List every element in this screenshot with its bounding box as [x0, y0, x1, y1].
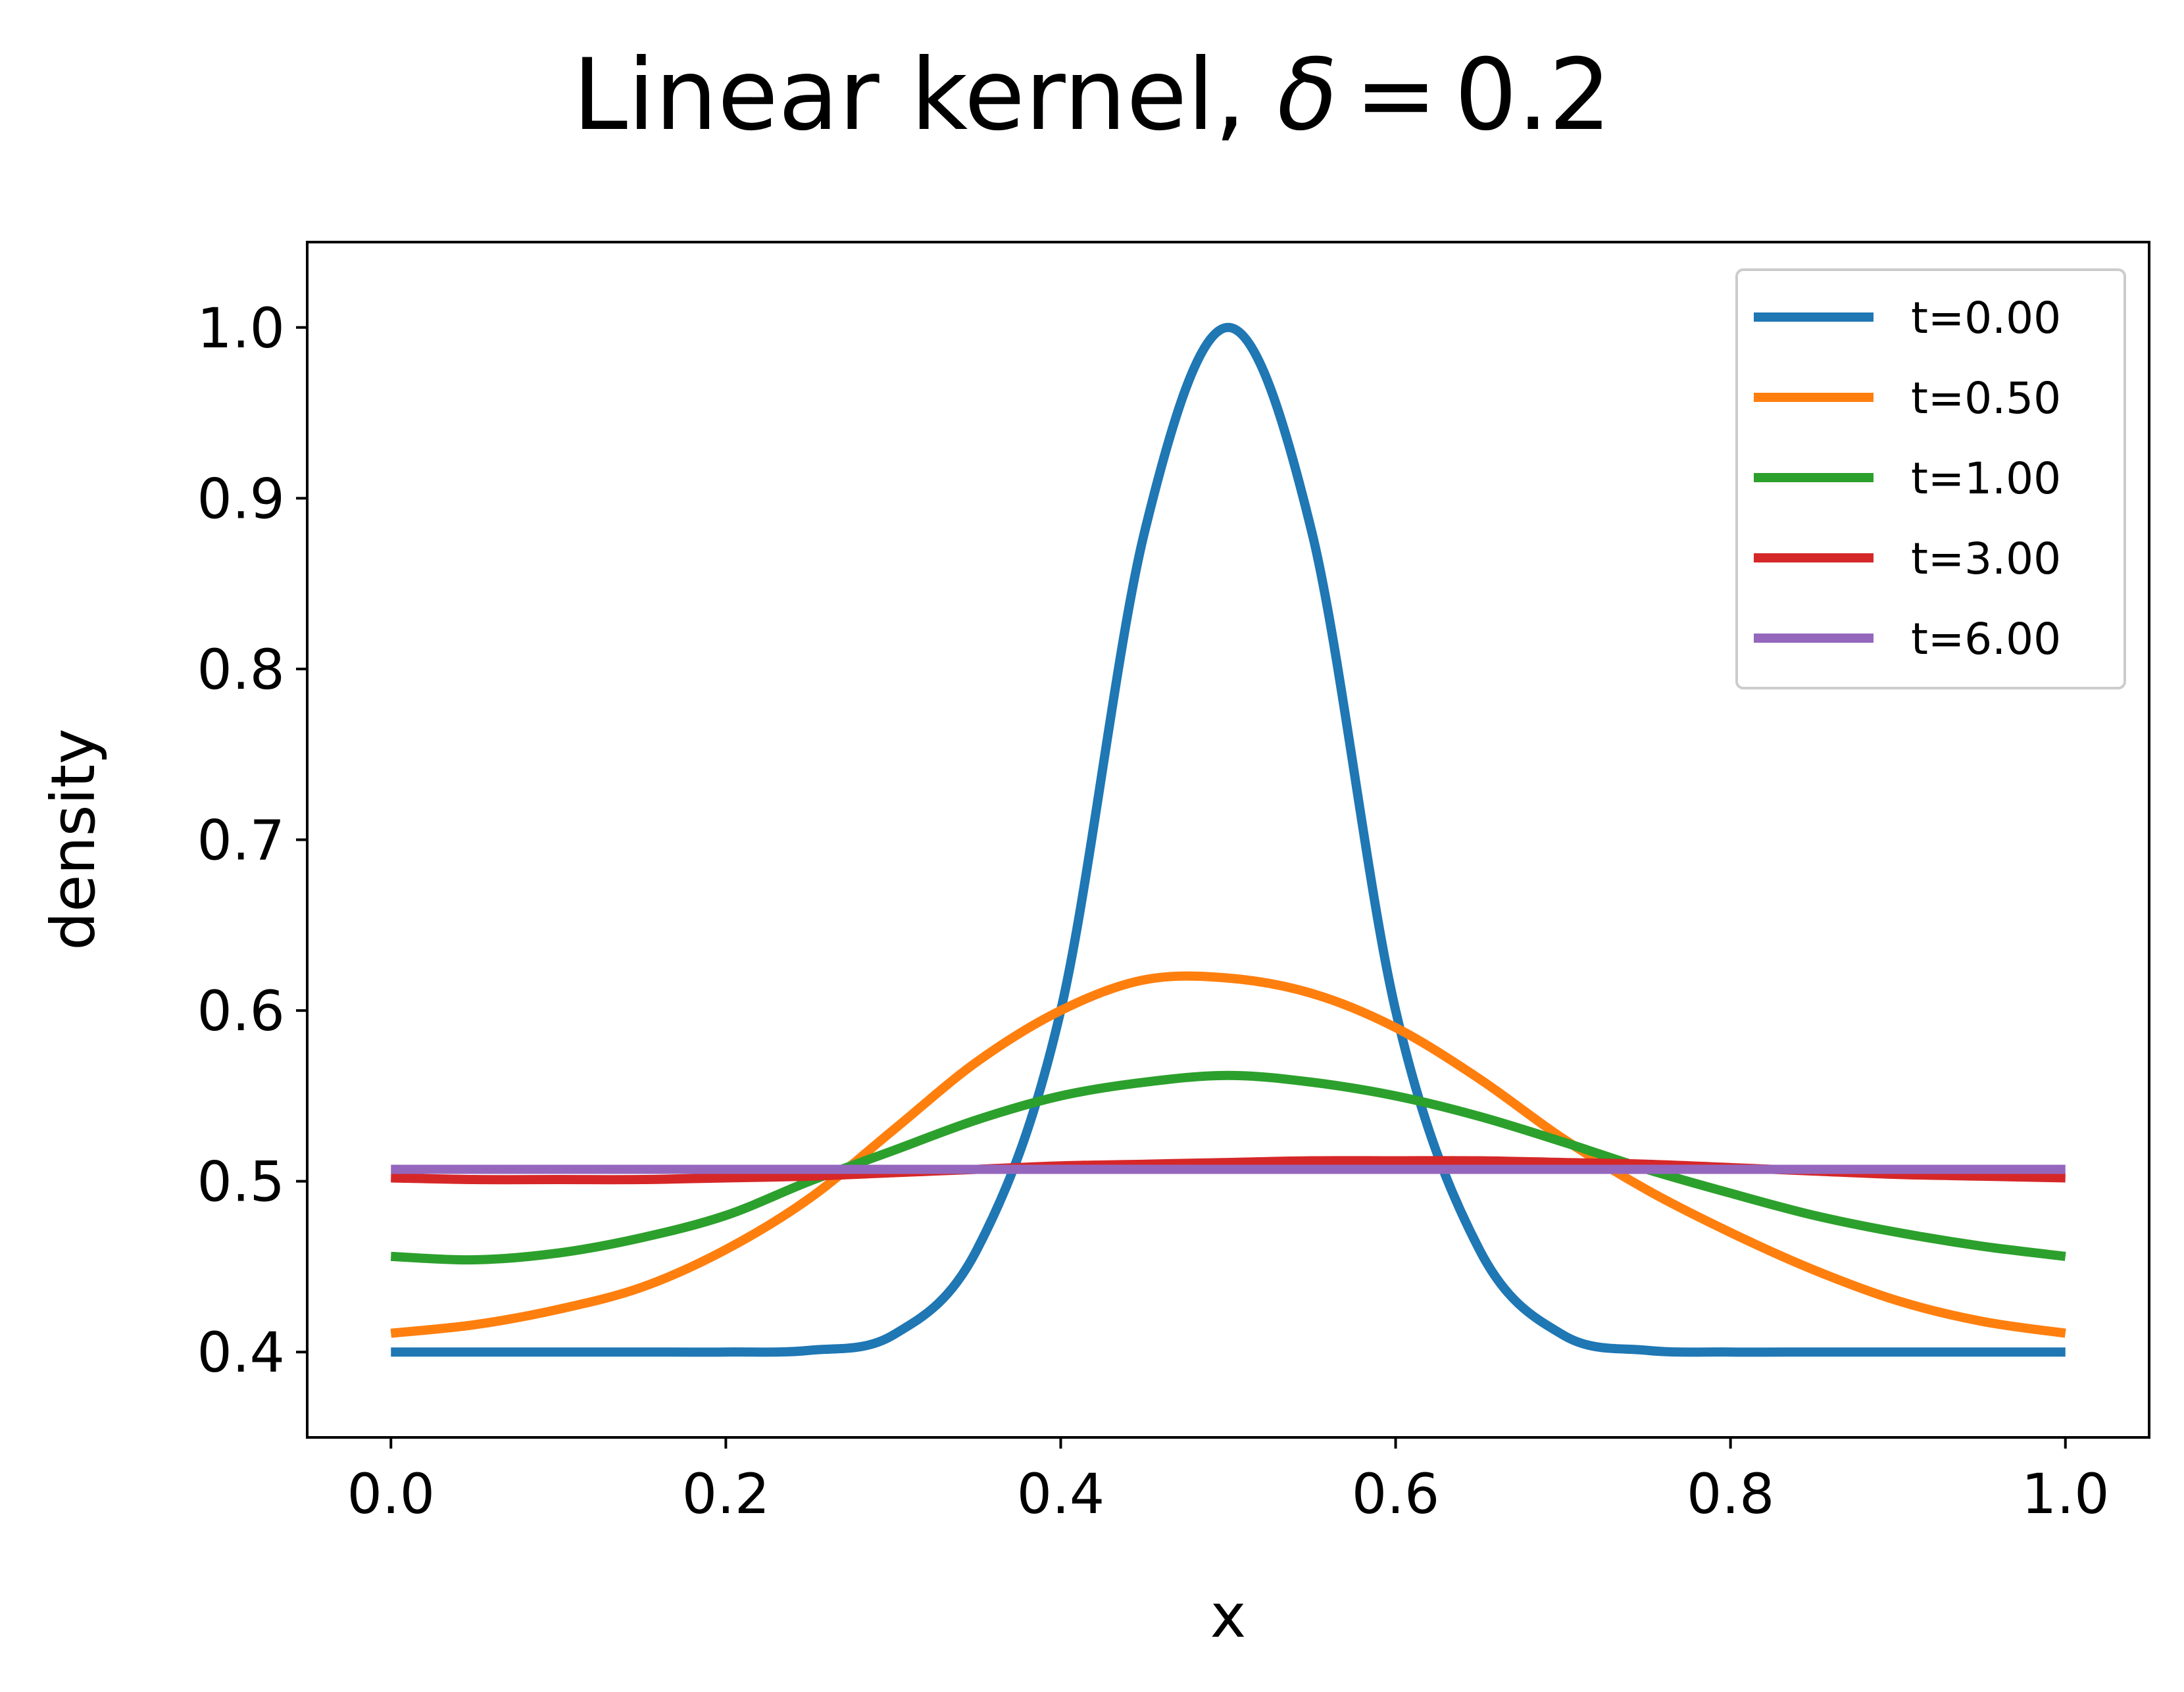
y-axis: 0.4 0.5 0.6 0.7 0.8 0.9 1.0 — [197, 296, 307, 1385]
legend-label: t=6.00 — [1911, 614, 2061, 664]
y-tick-label: 0.6 — [197, 979, 285, 1043]
x-axis-label: x — [1210, 1581, 1246, 1651]
legend-label: t=1.00 — [1911, 453, 2061, 504]
x-tick-label: 0.0 — [347, 1462, 435, 1526]
series-line-1 — [390, 971, 2066, 1338]
y-tick-label: 0.4 — [197, 1320, 285, 1385]
y-tick-label: 0.5 — [197, 1150, 285, 1214]
x-tick-label: 0.8 — [1687, 1462, 1775, 1526]
legend-items: t=0.00 t=0.50 t=1.00 t=3.00 t=6.00 — [1754, 293, 2061, 664]
x-tick-label: 1.0 — [2022, 1462, 2110, 1526]
legend-label: t=3.00 — [1911, 534, 2061, 584]
legend-label: t=0.00 — [1911, 293, 2061, 343]
chart-title-value: 0.2 — [1454, 38, 1612, 153]
plot-lines — [390, 322, 2066, 1357]
x-tick-label: 0.2 — [682, 1462, 770, 1526]
x-tick-label: 0.4 — [1017, 1462, 1105, 1526]
series-line-2 — [390, 1070, 2066, 1265]
chart-title-equals: = — [1354, 38, 1437, 153]
y-tick-label: 0.9 — [197, 466, 285, 531]
series-line-0 — [391, 322, 2066, 1357]
chart-title-symbol: δ — [1278, 38, 1338, 153]
legend-frame — [1735, 268, 2126, 689]
x-tick-label: 0.6 — [1352, 1462, 1440, 1526]
y-tick-label: 0.7 — [197, 809, 285, 873]
y-tick-label: 1.0 — [197, 296, 285, 361]
x-axis: 0.0 0.2 0.4 0.6 0.8 1.0 — [347, 1437, 2110, 1526]
y-tick-label: 0.8 — [197, 637, 285, 702]
chart-title-prefix: Linear kernel, — [572, 38, 1277, 153]
y-axis-label: density — [38, 728, 109, 950]
legend-label: t=0.50 — [1911, 373, 2061, 424]
chart-title: Linear kernel, δ = 0.2 — [572, 38, 1611, 153]
legend: t=0.00 t=0.50 t=1.00 t=3.00 t=6.00 — [1735, 268, 2126, 689]
